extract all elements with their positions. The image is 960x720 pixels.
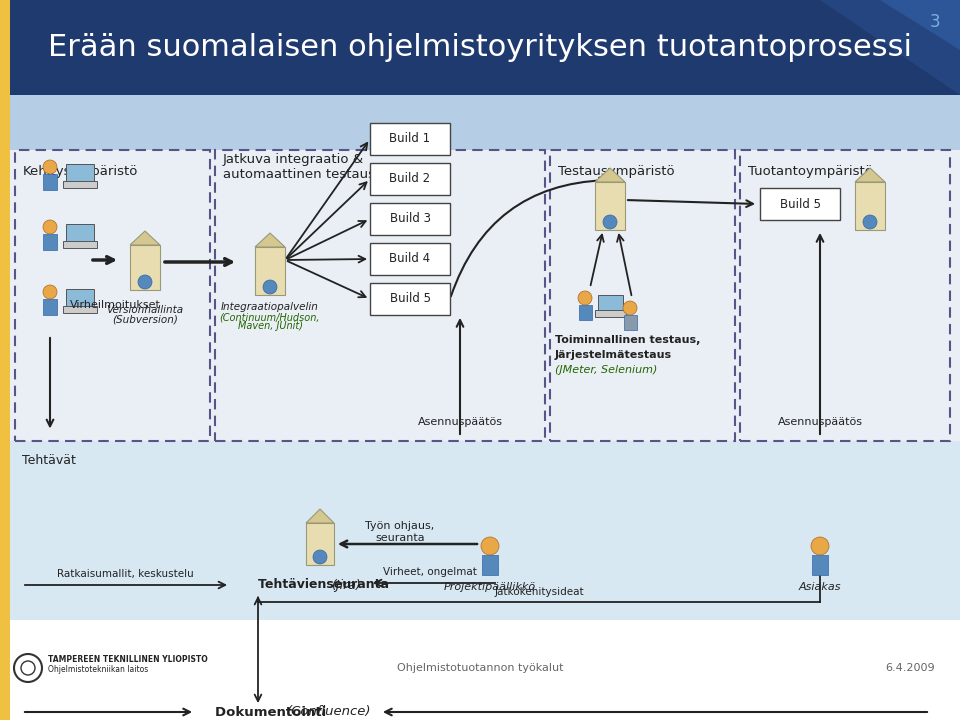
Bar (482, 555, 498, 575)
Text: Järjestelmätestaus: Järjestelmätestaus (555, 350, 672, 360)
Circle shape (263, 280, 277, 294)
Text: Ohjelmistotekniikan laitos: Ohjelmistotekniikan laitos (48, 665, 148, 675)
Text: Asennuspäätös: Asennuspäätös (418, 417, 502, 427)
Text: Testausympäristö: Testausympäristö (558, 166, 675, 179)
Text: (Jira): (Jira) (330, 578, 360, 592)
Text: Build 2: Build 2 (390, 173, 431, 186)
Text: Erään suomalaisen ohjelmistoyrityksen tuotantoprosessi: Erään suomalaisen ohjelmistoyrityksen tu… (48, 33, 912, 62)
Bar (370, 163, 450, 195)
Text: Jatkokehitysideat: Jatkokehitysideat (494, 587, 584, 597)
Polygon shape (880, 0, 960, 50)
Text: Asiakas: Asiakas (799, 582, 841, 592)
Text: Kehitysympäristö: Kehitysympäristö (23, 166, 138, 179)
Circle shape (623, 301, 637, 315)
Text: Ratkaisumallit, keskustelu: Ratkaisumallit, keskustelu (57, 569, 193, 579)
Bar (623, 315, 636, 330)
Bar (66, 164, 94, 182)
Bar (579, 305, 591, 320)
Bar (130, 245, 160, 290)
Bar (255, 247, 285, 295)
Bar (10, 620, 960, 720)
Text: (JMeter, Selenium): (JMeter, Selenium) (555, 365, 658, 375)
Text: Maven, JUnit): Maven, JUnit) (237, 321, 302, 331)
Bar (370, 203, 450, 235)
Text: Tuotantoympäristö: Tuotantoympäristö (748, 166, 873, 179)
Bar (595, 182, 625, 230)
Bar (594, 310, 626, 317)
Bar (63, 181, 97, 188)
Circle shape (43, 220, 57, 234)
Text: 3: 3 (929, 13, 940, 31)
Bar (855, 182, 885, 230)
Polygon shape (130, 231, 160, 245)
Bar (10, 95, 960, 150)
Text: Virheet, ongelmat: Virheet, ongelmat (383, 567, 477, 577)
Text: Build 3: Build 3 (390, 212, 430, 225)
Text: Jatkuva integraatio &
automaattinen testaus: Jatkuva integraatio & automaattinen test… (223, 153, 375, 181)
Text: Projektipäällikkö: Projektipäällikkö (444, 582, 536, 592)
Text: Build 1: Build 1 (390, 132, 431, 145)
Text: Versionhallinta: Versionhallinta (107, 305, 183, 315)
Bar (66, 289, 94, 307)
Bar (0, 0, 10, 720)
Polygon shape (855, 168, 885, 182)
Circle shape (313, 550, 327, 564)
Bar (812, 555, 828, 575)
Text: (Continuum/Hudson,: (Continuum/Hudson, (220, 312, 321, 322)
Polygon shape (820, 0, 960, 95)
Text: Build 5: Build 5 (390, 292, 430, 305)
Circle shape (603, 215, 617, 229)
Text: Tehtävienseuranta: Tehtävienseuranta (258, 578, 394, 592)
Text: Integraatiopalvelin: Integraatiopalvelin (221, 302, 319, 312)
Circle shape (811, 537, 829, 555)
Bar (63, 306, 97, 313)
Text: Ohjelmistotuotannon työkalut: Ohjelmistotuotannon työkalut (396, 663, 564, 673)
Text: 6.4.2009: 6.4.2009 (885, 663, 935, 673)
Bar (215, 150, 545, 441)
Text: TAMPEREEN TEKNILLINEN YLIOPISTO: TAMPEREEN TEKNILLINEN YLIOPISTO (48, 655, 207, 665)
Text: Build 5: Build 5 (780, 197, 821, 210)
Bar (306, 523, 334, 565)
Text: Tehtävät: Tehtävät (22, 454, 76, 467)
Circle shape (43, 285, 57, 299)
Bar (370, 243, 450, 275)
Bar (43, 174, 57, 190)
Bar (63, 241, 97, 248)
Polygon shape (595, 168, 625, 182)
Text: Asennuspäätös: Asennuspäätös (778, 417, 862, 427)
Circle shape (863, 215, 877, 229)
Bar (43, 299, 57, 315)
Text: Toiminnallinen testaus,: Toiminnallinen testaus, (555, 335, 701, 345)
Bar (597, 295, 622, 311)
Bar (370, 283, 450, 315)
Bar (740, 150, 950, 441)
Circle shape (481, 537, 499, 555)
Bar (15, 150, 210, 441)
Text: Virheilmoitukset: Virheilmoitukset (70, 300, 161, 310)
Text: (Confluence): (Confluence) (287, 706, 372, 719)
Bar (760, 188, 840, 220)
Bar (43, 234, 57, 250)
Bar (0, 0, 960, 95)
Text: (Subversion): (Subversion) (112, 315, 178, 325)
Bar (10, 150, 960, 620)
Bar (550, 150, 735, 441)
Bar (10, 441, 960, 620)
Polygon shape (306, 509, 334, 523)
Circle shape (43, 160, 57, 174)
Text: Työn ohjaus,
seuranta: Työn ohjaus, seuranta (366, 521, 435, 543)
Circle shape (138, 275, 152, 289)
Text: Build 4: Build 4 (390, 253, 431, 266)
Bar (370, 123, 450, 155)
Polygon shape (255, 233, 285, 247)
Text: Dokumentointi: Dokumentointi (215, 706, 331, 719)
Bar (66, 224, 94, 242)
Circle shape (578, 291, 592, 305)
